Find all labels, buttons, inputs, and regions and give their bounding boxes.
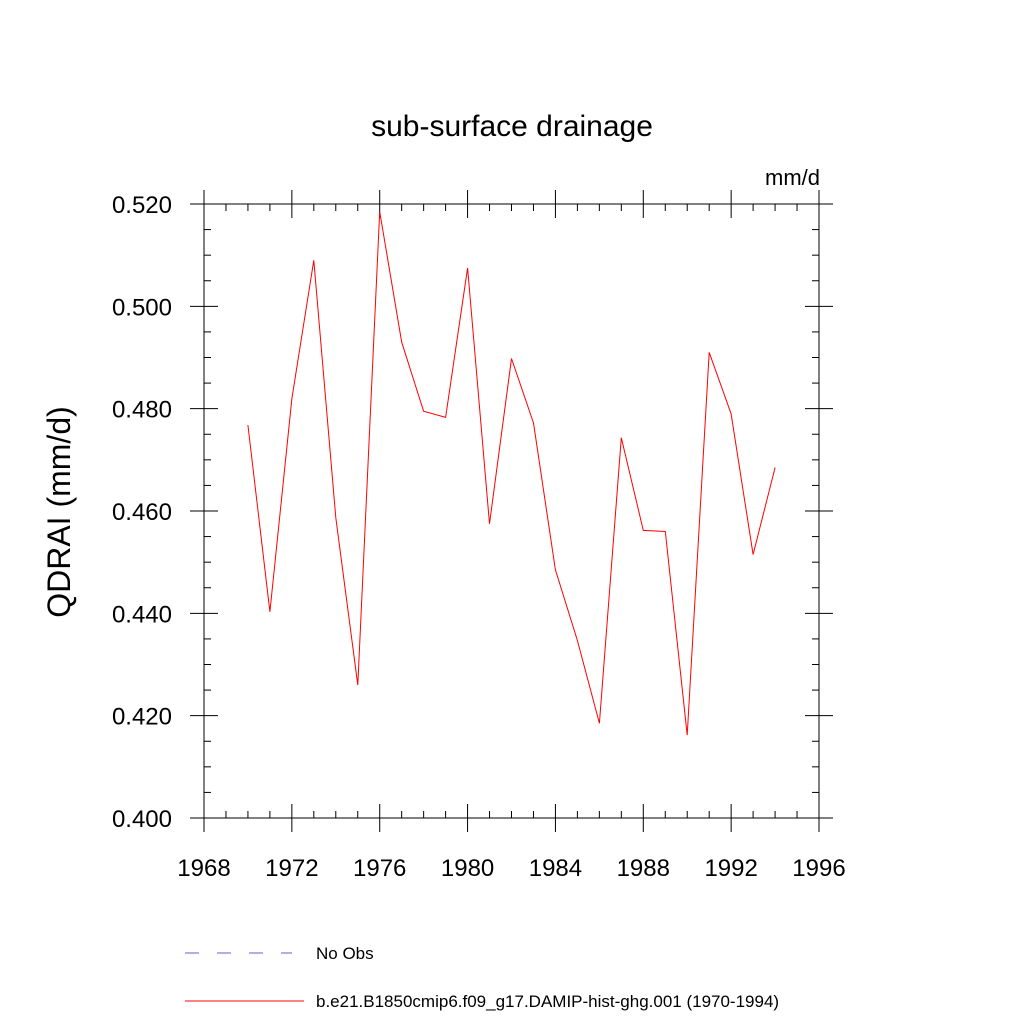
units-label: mm/d bbox=[765, 165, 820, 190]
x-tick-label: 1984 bbox=[529, 855, 582, 882]
series-line bbox=[247, 211, 776, 736]
tick-labels: 1968 1972 1976 1980 1984 1988 1992 1996 0.400 0.4… bbox=[112, 192, 846, 882]
y-tick-label: 0.480 bbox=[112, 397, 172, 424]
x-tick-label: 1976 bbox=[353, 855, 406, 882]
x-tick-label: 1996 bbox=[792, 855, 845, 882]
legend-label-no-obs: No Obs bbox=[316, 944, 374, 963]
y-tick-label: 0.420 bbox=[112, 704, 172, 731]
y-tick-label: 0.460 bbox=[112, 499, 172, 526]
y-tick-label: 0.520 bbox=[112, 192, 172, 219]
y-tick-label: 0.400 bbox=[112, 806, 172, 833]
y-tick-label: 0.500 bbox=[112, 294, 172, 321]
x-tick-label: 1972 bbox=[265, 855, 318, 882]
x-tick-label: 1988 bbox=[617, 855, 670, 882]
y-tick-label: 0.440 bbox=[112, 601, 172, 628]
x-tick-label: 1980 bbox=[441, 855, 494, 882]
x-tick-label: 1992 bbox=[704, 855, 757, 882]
chart-title: sub-surface drainage bbox=[371, 110, 653, 143]
axis-ticks bbox=[190, 190, 833, 832]
x-tick-label: 1968 bbox=[177, 855, 230, 882]
legend-label-model: b.e21.B1850cmip6.f09_g17.DAMIP-hist-ghg.… bbox=[316, 992, 779, 1011]
legend: No Obs b.e21.B1850cmip6.f09_g17.DAMIP-hi… bbox=[185, 944, 779, 1011]
y-axis-label: QDRAI (mm/d) bbox=[41, 406, 77, 618]
plot-frame bbox=[203, 203, 820, 819]
